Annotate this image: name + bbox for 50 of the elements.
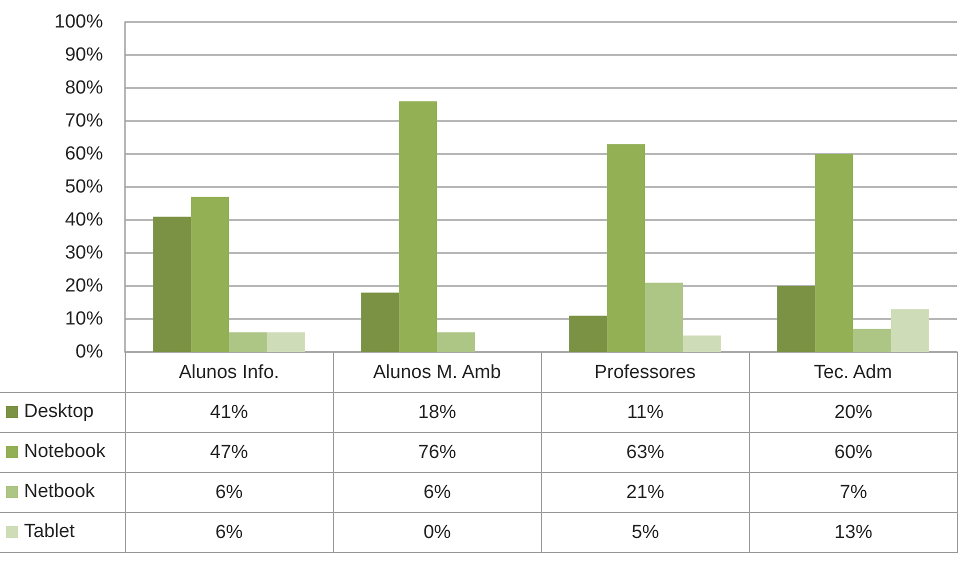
legend-label: Desktop xyxy=(24,401,94,422)
y-tick-label: 90% xyxy=(64,44,104,66)
data-label: 60% xyxy=(749,432,958,472)
legend-label: Netbook xyxy=(24,481,95,502)
data-label: 7% xyxy=(749,472,958,512)
bar xyxy=(815,154,853,352)
bar xyxy=(361,292,400,352)
y-tick-label: 10% xyxy=(64,308,104,330)
bar xyxy=(890,309,929,352)
bar xyxy=(777,286,816,352)
y-tick-label: 100% xyxy=(54,12,104,32)
legend-label: Tablet xyxy=(24,521,75,542)
bar xyxy=(607,144,645,352)
data-label: 6% xyxy=(125,512,334,552)
data-label: 6% xyxy=(125,472,334,512)
data-label: 11% xyxy=(541,392,750,432)
data-label: 13% xyxy=(749,512,958,552)
data-label: 21% xyxy=(541,472,750,512)
bar xyxy=(153,216,192,352)
x-tick-label: Tec. Adm xyxy=(814,362,892,383)
data-label: 0% xyxy=(333,512,542,552)
bar xyxy=(399,101,437,352)
y-tick-label: 40% xyxy=(64,210,104,230)
data-label: 20% xyxy=(749,392,958,432)
bar xyxy=(266,332,305,352)
y-tick-label: 20% xyxy=(64,276,104,296)
y-tick-label: 50% xyxy=(64,176,104,198)
data-label: 47% xyxy=(125,432,334,472)
bar xyxy=(191,196,229,352)
data-label: 6% xyxy=(333,472,542,512)
y-tick-label: 0% xyxy=(76,342,104,362)
x-tick-label: Professores xyxy=(594,362,696,383)
y-tick-label: 70% xyxy=(64,110,104,132)
x-tick-label: Alunos M. Amb xyxy=(373,362,501,383)
bar xyxy=(853,328,891,352)
data-label: 18% xyxy=(333,392,542,432)
data-label: 76% xyxy=(333,432,542,472)
bar xyxy=(645,282,683,352)
legend-label: Notebook xyxy=(24,441,106,462)
data-label: 5% xyxy=(541,512,750,552)
bar xyxy=(437,332,475,352)
bar xyxy=(682,336,721,352)
y-tick-label: 60% xyxy=(64,144,104,164)
x-tick-label: Alunos Info. xyxy=(178,362,280,383)
y-tick-label: 80% xyxy=(64,78,104,98)
y-tick-label: 30% xyxy=(64,242,104,264)
data-label: 63% xyxy=(541,432,750,472)
data-label: 41% xyxy=(125,392,334,432)
bar xyxy=(569,316,608,352)
bar xyxy=(229,332,267,352)
